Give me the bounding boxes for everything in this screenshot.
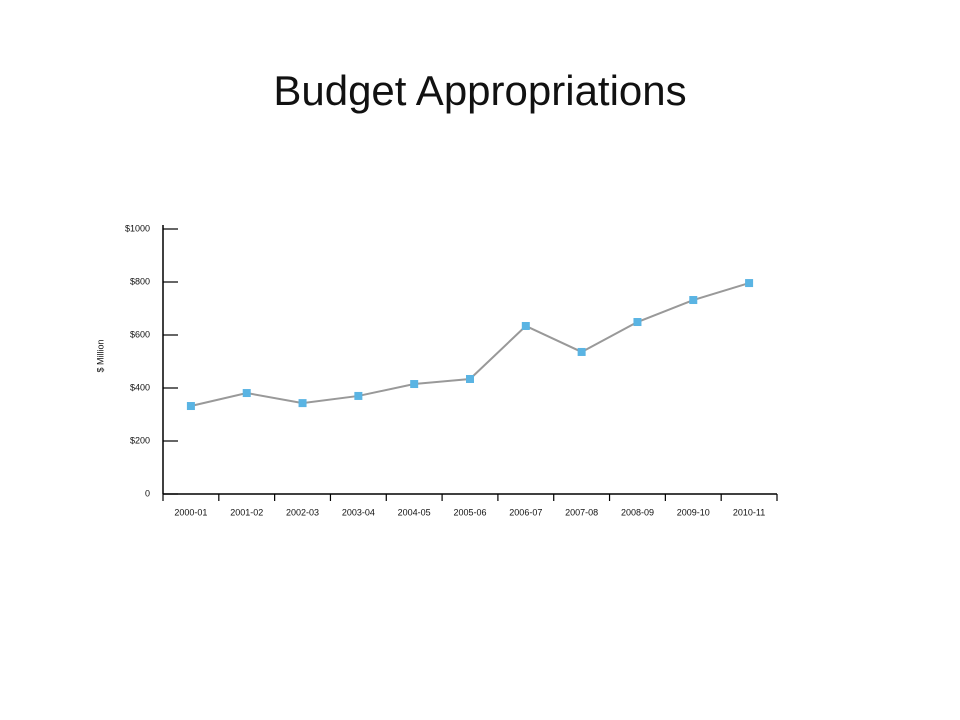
- data-point: [745, 279, 754, 288]
- data-point: [521, 321, 530, 330]
- x-tick-label: 2007-08: [565, 507, 598, 517]
- x-tick-label: 2006-07: [509, 507, 542, 517]
- y-tick-label: $200: [130, 435, 150, 445]
- x-tick-label: 2010-11: [733, 507, 765, 517]
- y-axis-label: $ Million: [95, 339, 105, 372]
- y-tick-label: 0: [145, 488, 150, 498]
- x-tick-label: 2008-09: [621, 507, 654, 517]
- y-tick-label: $600: [130, 329, 150, 339]
- data-point: [186, 402, 195, 411]
- x-tick-label: 2009-10: [677, 507, 710, 517]
- x-tick-label: 2002-03: [286, 507, 319, 517]
- data-point: [689, 296, 698, 305]
- data-point: [242, 389, 251, 398]
- data-point: [298, 399, 307, 408]
- y-tick-label: $1000: [125, 223, 150, 233]
- data-point: [577, 347, 586, 356]
- y-tick-label: $400: [130, 382, 150, 392]
- x-tick-label: 2005-06: [453, 507, 486, 517]
- data-point: [410, 380, 419, 389]
- data-point: [466, 374, 474, 383]
- x-tick-label: 2000-01: [174, 507, 207, 517]
- data-point: [354, 391, 363, 400]
- x-tick-label: 2001-02: [230, 507, 263, 517]
- data-point: [633, 318, 642, 327]
- x-tick-label: 2004-05: [398, 507, 431, 517]
- y-tick-label: $800: [130, 276, 150, 286]
- x-tick-label: 2003-04: [342, 507, 375, 517]
- data-line: [190, 282, 750, 407]
- chart-title: Budget Appropriations: [273, 67, 686, 114]
